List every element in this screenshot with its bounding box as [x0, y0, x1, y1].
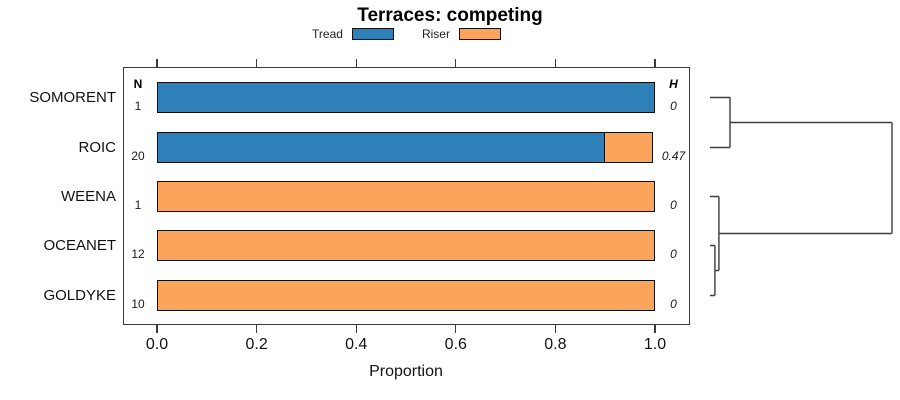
bar-segment-tread: [157, 82, 655, 113]
h-value: 0: [670, 247, 677, 261]
x-tick-top: [554, 59, 557, 67]
n-value: 1: [134, 99, 142, 113]
chart-title: Terraces: competing: [357, 5, 543, 26]
x-tick-bottom: [255, 325, 258, 333]
x-tick-label: 0.0: [145, 336, 169, 353]
x-tick-label: 1.0: [643, 336, 667, 353]
legend: Tread Riser: [123, 26, 690, 42]
legend-label: Riser: [421, 27, 450, 41]
legend-swatch-riser: [458, 28, 501, 40]
x-tick-label: 0.8: [544, 336, 567, 353]
legend-swatch-tread: [351, 28, 394, 40]
bar-segment-riser: [157, 280, 655, 311]
h-value: 0.47: [661, 149, 686, 163]
x-tick-label: 0.2: [245, 336, 268, 353]
x-tick-bottom: [455, 325, 457, 333]
x-tick-top: [255, 59, 258, 67]
x-axis-title: Proportion: [369, 363, 443, 380]
y-axis-label: WEENA: [60, 187, 116, 205]
bar-row-oceanet: [157, 230, 655, 261]
bar-segment-riser: [603, 132, 654, 163]
n-value: 1: [134, 198, 142, 212]
bar-segment-tread: [157, 132, 606, 163]
n-value: 12: [131, 247, 145, 261]
bar-row-somorent: [157, 82, 655, 113]
x-tick-top: [355, 59, 357, 67]
legend-label: Tread: [312, 27, 343, 41]
h-value: 0: [670, 297, 677, 311]
x-tick-top: [654, 59, 656, 67]
legend-item-riser: Riser: [422, 27, 501, 41]
n-column-header: N: [133, 77, 143, 91]
bar-segment-riser: [157, 230, 655, 261]
y-axis-label: OCEANET: [43, 236, 116, 254]
n-value: 20: [131, 149, 145, 163]
y-axis-label: ROIC: [78, 138, 117, 156]
n-value: 10: [131, 297, 145, 311]
dendrogram: [710, 96, 893, 297]
bar-row-weena: [157, 181, 655, 212]
h-value: 0: [670, 99, 677, 113]
x-tick-label: 0.6: [444, 336, 467, 353]
x-tick-label: 0.4: [345, 336, 368, 353]
x-tick-bottom: [355, 325, 357, 333]
bar-row-goldyke: [157, 280, 655, 311]
x-tick-bottom: [156, 325, 158, 333]
x-tick-top: [455, 59, 457, 67]
h-value: 0: [670, 198, 677, 212]
y-axis-label: SOMORENT: [29, 88, 116, 106]
y-axis-label: GOLDYKE: [43, 286, 116, 304]
x-tick-bottom: [554, 325, 557, 333]
legend-item-tread: Tread: [312, 27, 394, 41]
h-column-header: H: [669, 77, 678, 91]
bar-row-roic: [157, 132, 655, 163]
dendrogram-lines: [710, 96, 893, 297]
bar-segment-riser: [157, 181, 655, 212]
x-tick-top: [156, 59, 158, 67]
x-tick-bottom: [654, 325, 656, 333]
